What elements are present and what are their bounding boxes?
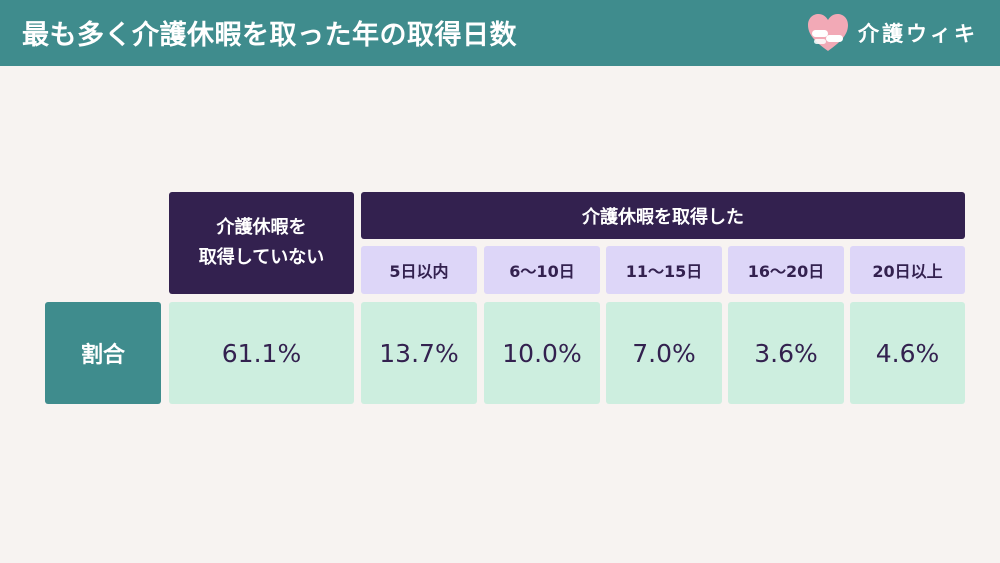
subheader-cell: 11〜15日	[606, 246, 722, 294]
value-cell: 7.0%	[606, 302, 722, 404]
subheader-label: 5日以内	[389, 262, 449, 281]
value-label: 10.0%	[502, 338, 582, 368]
value-cell-not-taken: 61.1%	[169, 302, 354, 404]
subheader-label: 20日以上	[872, 262, 943, 281]
brand-logo: 介護ウィキ	[806, 12, 978, 54]
subheader-cell: 6〜10日	[484, 246, 600, 294]
subheader-label: 6〜10日	[509, 262, 575, 281]
value-label: 13.7%	[379, 338, 459, 368]
value-label: 3.6%	[754, 338, 818, 368]
taken-header-label: 介護休暇を取得した	[582, 206, 744, 228]
subheader-cell: 20日以上	[850, 246, 965, 294]
header-bar: 最も多く介護休暇を取った年の取得日数 介護ウィキ	[0, 0, 1000, 66]
page-title: 最も多く介護休暇を取った年の取得日数	[22, 20, 517, 51]
value-label: 4.6%	[875, 338, 940, 368]
subheader-cell: 16〜20日	[728, 246, 844, 294]
not-taken-label-line2: 取得していない	[198, 247, 325, 268]
not-taken-label-line1: 介護休暇を	[216, 217, 307, 238]
not-taken-header: 介護休暇を 取得していない	[169, 192, 354, 294]
row-label-ratio: 割合	[45, 302, 161, 404]
row-label-text: 割合	[80, 343, 125, 368]
value-not-taken: 61.1%	[221, 338, 302, 368]
subheader-label: 16〜20日	[747, 262, 825, 281]
taken-header: 介護休暇を取得した	[361, 192, 965, 239]
value-label: 7.0%	[632, 338, 696, 368]
value-cell: 4.6%	[850, 302, 965, 404]
heart-hands-icon	[808, 14, 848, 51]
value-cell: 3.6%	[728, 302, 844, 404]
brand-name: 介護ウィキ	[858, 22, 978, 46]
subheader-cell: 5日以内	[361, 246, 477, 294]
subheader-label: 11〜15日	[625, 262, 703, 281]
value-cell: 10.0%	[484, 302, 600, 404]
value-cell: 13.7%	[361, 302, 477, 404]
